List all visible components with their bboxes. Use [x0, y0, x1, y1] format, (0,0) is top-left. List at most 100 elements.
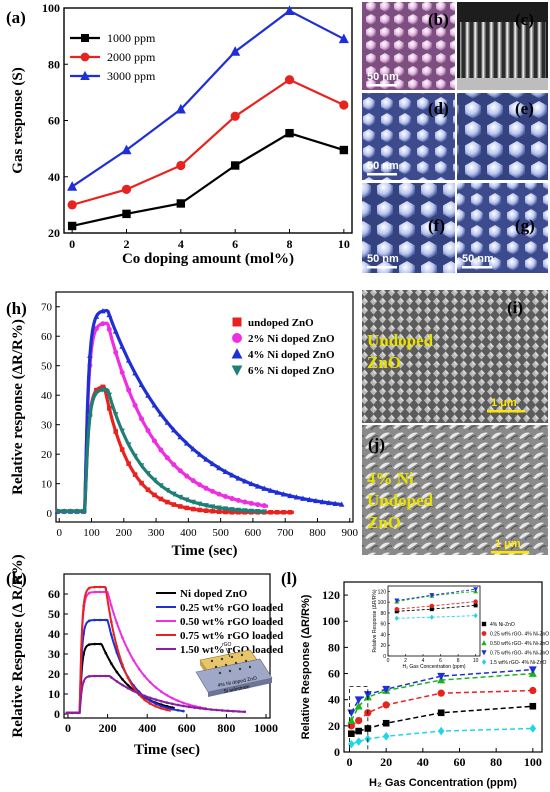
- data-point-k-1: [154, 702, 158, 705]
- data-point-h-0: [106, 405, 112, 411]
- legend-label-h-2: 4% Ni doped ZnO: [248, 349, 335, 361]
- data-point-k-4: [126, 686, 130, 690]
- y-tick-label-k: 50: [48, 607, 60, 621]
- series-line-a-0: [71, 131, 345, 228]
- y-axis-label-h: Relative response (ΔR/R%): [10, 319, 26, 495]
- data-point-h-3: [255, 509, 261, 515]
- inset-data-point-0: [429, 607, 434, 612]
- data-point-k-2: [171, 696, 174, 700]
- data-point-a-1: [121, 184, 132, 195]
- sem-j-text-line1: 4% Ni: [367, 469, 414, 488]
- data-point-k-3: [98, 585, 102, 589]
- data-point-h-3: [235, 507, 242, 514]
- data-point-h-3: [203, 503, 209, 509]
- data-point-k-4: [132, 689, 135, 693]
- legend-label-h-1: 2% Ni doped ZnO: [248, 333, 335, 345]
- scale-label-b: 50 nm: [367, 71, 399, 83]
- data-point-h-3: [164, 487, 171, 494]
- legend-label-l-4: 1.5 wt% rGO- 4% Ni-ZnO: [490, 660, 547, 666]
- y-tick-label-h: 20: [41, 449, 53, 461]
- data-point-h-0: [113, 429, 119, 434]
- data-point-k-3: [126, 676, 130, 680]
- x-tick-label-h: 700: [277, 527, 294, 539]
- data-point-k-0: [115, 670, 119, 674]
- x-tick-label-l: 60: [454, 755, 466, 769]
- data-point-h-0: [119, 447, 125, 452]
- data-point-l-1: [437, 689, 445, 697]
- data-point-h-1: [197, 482, 203, 488]
- k-inset-top-label: rGO: [222, 642, 232, 648]
- panel-label-e: (e): [515, 99, 534, 118]
- legend-marker-a-0: [81, 34, 89, 42]
- data-point-h-2: [158, 411, 164, 417]
- panel-label-d: (d): [428, 99, 449, 118]
- legend-marker-l-0: [481, 621, 487, 627]
- inset-x-axis-label: H₂ Gas Concentration (ppm): [402, 664, 465, 670]
- legend-label-l-3: 0.75 wt% rGO- 4% Ni-ZnO: [490, 651, 549, 657]
- legend-marker-l-3: [481, 650, 487, 656]
- data-point-k-4: [104, 674, 108, 678]
- legend-label-a-0: 1000 ppm: [107, 31, 156, 45]
- x-tick-label-h: 0: [56, 527, 62, 539]
- data-point-a-2: [121, 144, 132, 155]
- panel-label-j: (j): [368, 435, 385, 454]
- data-point-k-3: [93, 585, 97, 589]
- data-point-k-4: [159, 699, 163, 703]
- data-point-k-1: [110, 633, 113, 637]
- data-point-k-1: [98, 618, 102, 622]
- data-point-h-1: [132, 402, 138, 408]
- data-point-k-0: [87, 643, 91, 646]
- data-point-k-0: [121, 677, 124, 681]
- inset-data-point-1: [429, 603, 435, 609]
- data-point-k-4: [93, 674, 97, 678]
- panel-label-f: (f): [428, 216, 445, 235]
- data-point-h-0: [223, 509, 228, 515]
- data-point-h-0: [152, 492, 157, 498]
- data-point-a-1: [67, 200, 77, 210]
- data-point-a-0: [339, 145, 349, 155]
- data-point-h-0: [216, 509, 222, 514]
- data-point-k-4: [204, 707, 207, 711]
- data-point-h-3: [132, 453, 138, 460]
- data-point-k-4: [165, 701, 169, 704]
- data-point-h-3: [261, 509, 267, 515]
- y-tick-label-l: 100: [322, 614, 340, 628]
- inset-x-tick-label: 4: [422, 658, 425, 664]
- data-point-h-0: [139, 480, 144, 486]
- inset-data-point-0: [473, 603, 478, 608]
- plot-frame-k: [63, 573, 271, 719]
- y-tick-label-a: 100: [42, 1, 60, 15]
- data-point-h-2: [300, 495, 306, 501]
- data-point-k-4: [220, 709, 224, 712]
- x-tick-label-k: 0: [65, 721, 71, 735]
- data-point-h-2: [196, 451, 203, 457]
- scale-bar-g: [462, 266, 492, 269]
- data-point-k-4: [71, 711, 74, 715]
- x-tick-label-k: 600: [178, 721, 196, 735]
- data-point-l-0: [348, 730, 355, 737]
- data-point-k-4: [98, 674, 102, 678]
- data-point-h-2: [248, 480, 255, 487]
- data-point-h-0: [184, 505, 190, 511]
- data-point-h-2: [235, 475, 242, 481]
- data-point-h-1: [261, 503, 267, 509]
- inset-data-point-3: [473, 587, 479, 592]
- y-tick-label-k: 60: [48, 587, 60, 601]
- y-tick-label-a: 60: [48, 114, 60, 128]
- data-point-h-1: [177, 468, 183, 474]
- series-line-a-2: [71, 9, 345, 188]
- y-tick-label-k: 0: [54, 707, 60, 721]
- data-point-k-1: [148, 699, 152, 702]
- x-tick-label-k: 200: [99, 721, 117, 735]
- data-point-k-1: [182, 709, 185, 713]
- data-point-h-2: [319, 498, 326, 505]
- x-tick-label-a: 0: [69, 237, 75, 251]
- legend-label-k-1: 0.25 wt% rGO loaded: [180, 602, 283, 614]
- legend-label-h-0: undoped ZnO: [248, 317, 314, 329]
- x-tick-label-a: 10: [338, 237, 350, 251]
- data-point-h-3: [248, 508, 255, 514]
- data-point-h-3: [183, 497, 190, 503]
- series-line-l-0: [351, 705, 533, 735]
- data-point-h-2: [326, 499, 332, 506]
- y-tick-label-l: 0: [334, 745, 340, 759]
